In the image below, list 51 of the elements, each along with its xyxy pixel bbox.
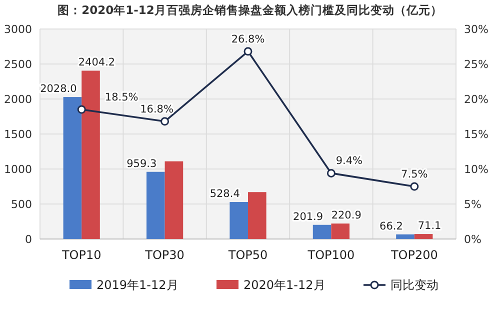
data-label: 9.4% (336, 155, 363, 168)
y-tick-label: 2500 (4, 58, 32, 71)
y2-tick-label: 10% (464, 163, 488, 176)
x-tick-label: TOP50 (227, 248, 268, 262)
y-tick-label: 1000 (4, 163, 32, 176)
y-tick-label: 0 (25, 233, 32, 246)
point (410, 182, 419, 191)
data-label: 528.4 (210, 188, 240, 200)
data-label: 2028.0 (40, 83, 77, 96)
y2-tick-label: 0% (464, 233, 482, 246)
x-tick-label: TOP100 (306, 248, 355, 262)
data-label: 959.3 (126, 158, 157, 170)
y2-tick-label: 5% (464, 198, 482, 211)
bar (230, 202, 248, 239)
y-tick-label: 3000 (4, 23, 32, 36)
bar (82, 70, 100, 239)
point (244, 47, 252, 56)
point (326, 168, 336, 178)
bar (396, 234, 414, 239)
x-tick-label: TOP200 (390, 248, 438, 262)
y-tick-label: 500 (11, 198, 32, 211)
bar (164, 161, 184, 239)
data-label: 2404.2 (78, 56, 116, 69)
data-label: 7.5% (401, 168, 428, 180)
bar (248, 192, 266, 239)
y2-tick-label: 30% (464, 23, 488, 36)
data-label: 220.9 (331, 210, 362, 222)
data-label: 71.1 (418, 220, 442, 232)
x-tick-label: TOP10 (60, 248, 102, 262)
y2-tick-label: 20% (464, 93, 488, 106)
chart-title: 图：2020年1-12月百强房企销售操盘金额入榜门槛及同比变动（亿元） (58, 3, 442, 17)
y-tick-label: 1500 (4, 128, 32, 141)
legend-label: 同比变动 (390, 278, 438, 292)
bar (146, 172, 165, 239)
bar (63, 97, 82, 239)
x-tick-label: TOP30 (144, 248, 184, 262)
y-tick-label: 2000 (4, 93, 32, 106)
data-label: 201.9 (293, 210, 324, 223)
bar (312, 224, 332, 239)
data-label: 26.8% (231, 33, 265, 46)
data-label: 16.8% (140, 103, 174, 116)
bar (331, 224, 350, 239)
point (77, 105, 86, 114)
bar (414, 234, 433, 239)
y2-tick-label: 15% (464, 128, 488, 141)
y2-tick-label: 25% (464, 58, 488, 71)
legend-label: 2020年1-12月 (244, 278, 326, 292)
legend-label: 2019年1-12月 (96, 278, 178, 292)
data-label: 66.2 (380, 220, 403, 232)
point (160, 117, 170, 126)
data-label: 18.5% (104, 92, 138, 104)
